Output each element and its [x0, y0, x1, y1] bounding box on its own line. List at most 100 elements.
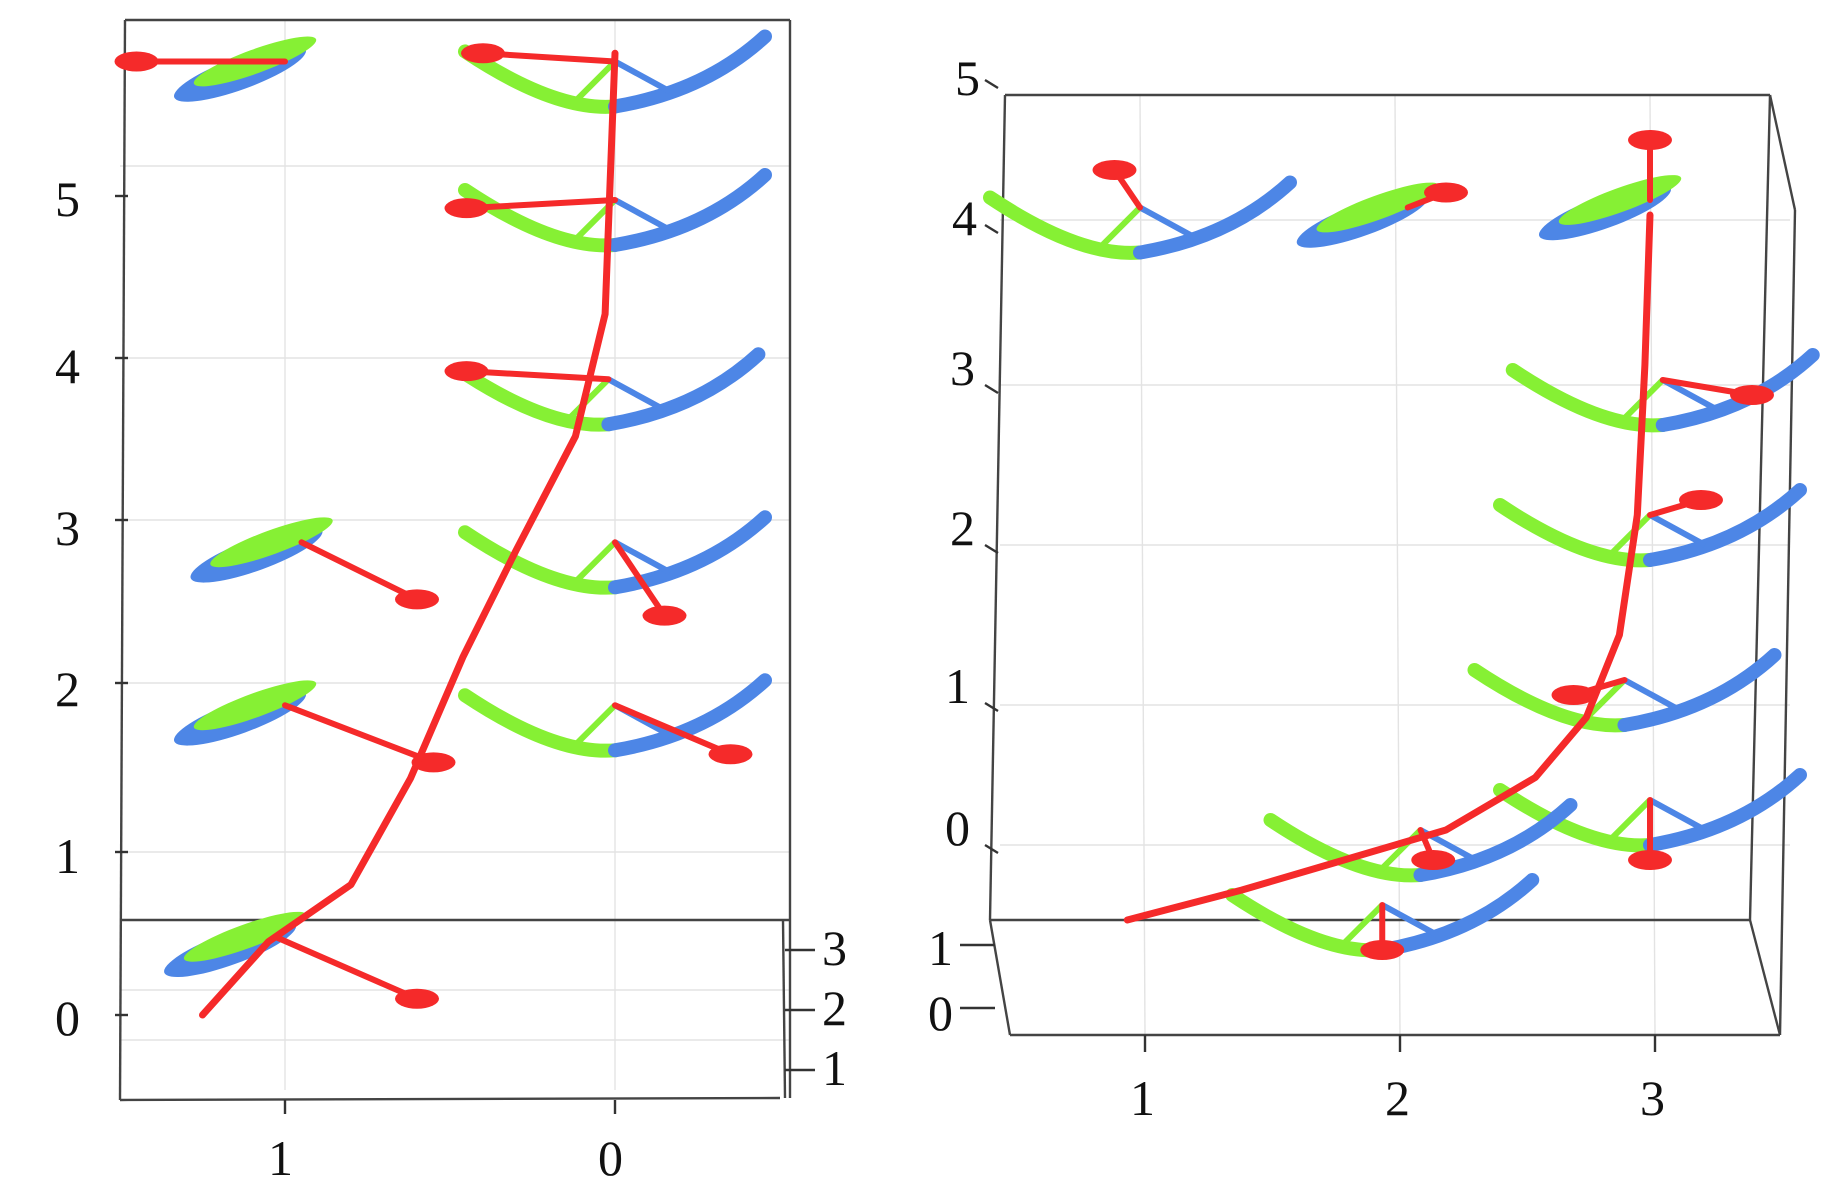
left-pose-0-red-limb [272, 933, 420, 1002]
left-pose-3-red-foot [642, 605, 687, 626]
left-h-tick-0: 0 [598, 1130, 623, 1181]
right-pose-2-green-cloud [1558, 175, 1682, 225]
left-pose-5-red-limb [463, 368, 612, 383]
right-pose-0 [983, 160, 1297, 260]
left-pose-0 [164, 911, 439, 1009]
left-pose-3-green-limb [572, 540, 618, 585]
right-pose-2 [1538, 130, 1682, 241]
right-v-tick-4: 4 [952, 190, 977, 246]
right-pose-7-green-arc [1263, 813, 1428, 883]
right-pose-4-green-limb [1607, 512, 1653, 558]
left-pose-2-red-foot [395, 589, 439, 610]
right-v-tickmark-3 [984, 383, 999, 395]
left-pose-8-red-foot [114, 51, 159, 72]
left-pose-5-green-arc [451, 362, 616, 432]
left-pose-5-red-foot [444, 361, 489, 382]
left-pose-2-green-cloud [210, 517, 333, 568]
left-pose-4 [458, 673, 772, 765]
left-pose-1-red-limb [282, 702, 437, 766]
left-v-tick-1: 1 [55, 828, 80, 884]
left-trajectory-line [199, 49, 619, 1019]
left-pose-6-blue-limb [613, 197, 672, 233]
right-pose-markers [983, 130, 1820, 960]
right-pose-3-green-arc [1505, 363, 1670, 433]
left-pose-7-green-arc [458, 44, 622, 114]
right-horizontal-tick-labels: 1 2 3 [1130, 1070, 1665, 1126]
left-pose-6-red-foot [444, 198, 489, 219]
left-pose-1 [173, 680, 456, 773]
right-depth-tick-labels: 0 1 [928, 920, 953, 1041]
left-pose-6-red-limb [463, 197, 618, 212]
left-pose-3-red-limb [612, 539, 668, 619]
right-pose-6-blue-limb [1648, 797, 1707, 833]
left-pose-4-red-limb [612, 702, 734, 758]
left-pose-3-blue-limb [613, 539, 672, 575]
left-horizontal-tick-labels: 1 0 [268, 1130, 623, 1181]
right-pose-4-green-arc [1493, 498, 1657, 568]
left-pose-6 [444, 168, 772, 253]
left-tick-marks [115, 194, 815, 1114]
right-v-tick-2: 2 [950, 500, 975, 556]
right-pose-2-red-foot [1628, 130, 1672, 150]
right-pose-0-blue-arc [1133, 175, 1297, 260]
left-pose-4-green-limb [572, 703, 618, 748]
right-pose-6-red-foot [1628, 850, 1672, 870]
right-pose-3-red-foot [1730, 385, 1774, 405]
right-v-tick-0: 0 [945, 800, 970, 856]
right-trajectory-line [1123, 211, 1654, 924]
left-pose-7-red-limb [480, 50, 618, 65]
right-pose-5-red-foot [1551, 685, 1596, 705]
right-pose-6-green-arc [1493, 783, 1657, 853]
left-d-tick-1: 1 [822, 1040, 847, 1096]
right-vertical-tick-labels: 0 1 2 3 4 5 [945, 50, 980, 856]
right-pose-6-blue-arc [1643, 768, 1807, 852]
left-pose-3-blue-arc [608, 510, 772, 595]
left-v-tick-0: 0 [55, 990, 80, 1046]
left-depth-tick-labels: 1 2 3 [822, 920, 847, 1096]
right-pose-7-blue-arc [1413, 798, 1578, 882]
left-pose-4-blue-arc [608, 673, 772, 758]
left-v-tick-3: 3 [55, 500, 80, 556]
right-pose-1-green-cloud [1316, 182, 1439, 233]
right-pose-3-blue-limb [1661, 377, 1720, 413]
right-pose-4-red-foot [1679, 490, 1723, 510]
left-pose-2-red-limb [298, 539, 420, 603]
right-v-tickmark-1 [984, 701, 999, 713]
left-vertical-tick-labels: 0 1 2 3 4 5 [55, 171, 80, 1046]
right-pose-5-green-arc [1467, 663, 1632, 733]
right-pose-5-blue-arc [1617, 648, 1782, 732]
right-d-tick-1: 1 [928, 920, 953, 976]
right-pose-6-green-limb [1607, 797, 1653, 843]
right-h-tick-1: 1 [1130, 1070, 1155, 1126]
right-v-tickmark-4 [984, 223, 999, 235]
left-pose-5 [444, 347, 766, 432]
right-v-tickmark-5 [984, 78, 999, 90]
left-pose-0-red-foot [395, 988, 439, 1009]
right-v-tick-5: 5 [955, 50, 980, 106]
left-frame [118, 18, 792, 1102]
left-pose-5-blue-limb [606, 376, 665, 412]
left-pose-7 [458, 29, 772, 114]
left-pose-1-green-cloud [193, 680, 317, 731]
right-pose-6 [1493, 768, 1807, 870]
left-pose-5-blue-arc [601, 347, 766, 432]
right-pose-0-blue-limb [1138, 204, 1197, 241]
right-frame [988, 93, 1797, 1037]
right-pose-5-blue-limb [1623, 677, 1681, 713]
left-v-tick-2: 2 [55, 661, 80, 717]
right-pose-0-green-arc [983, 190, 1147, 260]
right-pose-1 [1296, 182, 1468, 248]
left-pose-5-green-limb [566, 377, 611, 422]
right-pose-0-green-limb [1097, 205, 1143, 250]
right-pose-8-green-arc [1225, 888, 1390, 958]
right-v-tick-1: 1 [945, 658, 970, 714]
left-v-tick-5: 5 [55, 171, 80, 227]
left-pose-4-green-arc [458, 688, 622, 758]
left-pose-6-blue-arc [608, 168, 772, 252]
right-v-tickmark-2 [984, 543, 999, 555]
left-pose-2 [190, 517, 439, 610]
left-pose-6-green-arc [458, 183, 622, 253]
left-pose-markers [114, 29, 772, 1009]
right-pose-8-blue-limb [1380, 902, 1439, 938]
